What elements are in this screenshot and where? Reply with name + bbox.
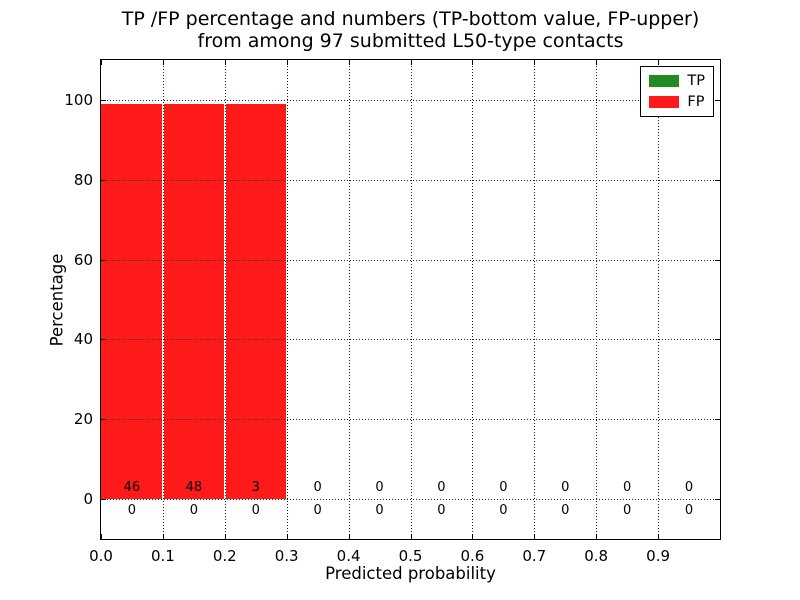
legend-label-fp: FP (687, 94, 705, 110)
x-tick-bottom (224, 534, 226, 539)
fp-count-label: 3 (251, 480, 260, 496)
x-tick-bottom (410, 534, 412, 539)
y-tick-right (715, 259, 720, 261)
x-tick-label: 0.5 (398, 547, 423, 565)
x-tick-label: 0.0 (89, 547, 113, 565)
y-tick-left (101, 419, 106, 421)
y-tick-right (715, 179, 720, 181)
fp-bar (226, 103, 286, 500)
x-tick-bottom (596, 534, 598, 539)
x-tick-top (286, 60, 288, 65)
y-tick-label: 80 (73, 170, 93, 189)
legend-swatch-tp-icon (649, 75, 680, 87)
gridline-x (534, 60, 536, 539)
y-tick-label: 20 (73, 410, 93, 429)
x-tick-bottom (348, 534, 350, 539)
gridline-x (410, 60, 412, 539)
y-tick-left (101, 99, 106, 101)
y-tick-right (715, 99, 720, 101)
x-tick-top (224, 60, 226, 65)
y-tick-label: 0 (83, 490, 93, 509)
gridline-x (162, 60, 164, 539)
tp-count-label: 0 (623, 503, 632, 519)
y-tick-label: 60 (73, 250, 93, 269)
x-tick-bottom (534, 534, 536, 539)
plot-area: TP FP 0.0 0.1 0.2 0.3 0.4 0.5 0.6 0.7 0.8 0.9 0 20 4… (64, 59, 721, 565)
tp-count-label: 0 (313, 503, 322, 519)
fp-bar (164, 103, 224, 500)
y-tick-right (715, 499, 720, 501)
y-tick-label: 100 (64, 90, 93, 109)
fp-count-label: 0 (313, 480, 322, 496)
gridline-y (101, 179, 720, 181)
x-tick-label: 0.2 (212, 547, 237, 565)
x-tick-label: 0.8 (584, 547, 609, 565)
gridline-x (596, 60, 598, 539)
x-tick-bottom (286, 534, 288, 539)
chart-title-line1: TP /FP percentage and numbers (TP-bottom… (121, 8, 700, 30)
gridline-x (224, 60, 226, 539)
legend: TP FP (640, 66, 714, 117)
legend-item-tp: TP (649, 73, 705, 89)
fp-count-label: 0 (499, 480, 508, 496)
fp-count-label: 0 (623, 480, 632, 496)
legend-swatch-fp-icon (649, 96, 680, 108)
gridline-x (472, 60, 474, 539)
tp-count-label: 0 (684, 503, 694, 519)
x-tick-top (472, 60, 474, 65)
tp-count-label: 0 (561, 503, 570, 519)
chart-title-line2: from among 97 submitted L50-type contact… (197, 30, 624, 52)
x-tick-label: 0.6 (460, 547, 485, 565)
x-tick-label: 0.9 (646, 547, 671, 565)
fp-count-label: 0 (375, 480, 384, 496)
x-axis-label: Predicted probability (325, 564, 496, 583)
gridline-x (348, 60, 350, 539)
y-tick-left (101, 179, 106, 181)
x-tick-top (534, 60, 536, 65)
gridline-y (101, 99, 720, 101)
fp-count-label: 0 (561, 480, 570, 496)
tp-count-label: 0 (375, 503, 384, 519)
y-tick-label: 40 (73, 330, 93, 349)
fp-count-label: 48 (185, 480, 203, 496)
y-tick-right (715, 339, 720, 341)
tp-count-label: 0 (499, 503, 508, 519)
fp-count-label: 0 (684, 480, 694, 496)
tp-count-label: 0 (189, 503, 198, 519)
fp-bar (101, 103, 162, 500)
x-tick-bottom (101, 534, 102, 539)
y-tick-right (715, 419, 720, 421)
tp-count-label: 0 (251, 503, 260, 519)
x-tick-top (162, 60, 164, 65)
chart-title: TP /FP percentage and numbers (TP-bottom… (100, 8, 721, 52)
legend-label-tp: TP (687, 73, 705, 89)
tp-count-label: 0 (127, 503, 137, 519)
y-tick-left (101, 339, 106, 341)
y-tick-left (101, 499, 106, 501)
gridline-y (101, 259, 720, 261)
gridline-x (286, 60, 288, 539)
x-tick-top (658, 60, 660, 65)
x-tick-bottom (162, 534, 164, 539)
x-tick-bottom (658, 534, 660, 539)
fp-count-label: 0 (437, 480, 446, 496)
x-tick-label: 0.7 (522, 547, 547, 565)
fp-count-label: 46 (123, 480, 141, 496)
tp-count-label: 0 (437, 503, 446, 519)
gridline-x (658, 60, 660, 539)
x-tick-label: 0.1 (150, 547, 175, 565)
x-tick-bottom (472, 534, 474, 539)
gridline-y (101, 339, 720, 341)
x-tick-label: 0.4 (336, 547, 361, 565)
x-tick-top (410, 60, 412, 65)
x-tick-label: 0.3 (274, 547, 299, 565)
x-tick-top (101, 60, 102, 65)
gridline-y (101, 419, 720, 421)
y-tick-left (101, 259, 106, 261)
x-tick-top (596, 60, 598, 65)
x-tick-top (348, 60, 350, 65)
legend-item-fp: FP (649, 94, 705, 110)
gridline-y (101, 499, 720, 501)
